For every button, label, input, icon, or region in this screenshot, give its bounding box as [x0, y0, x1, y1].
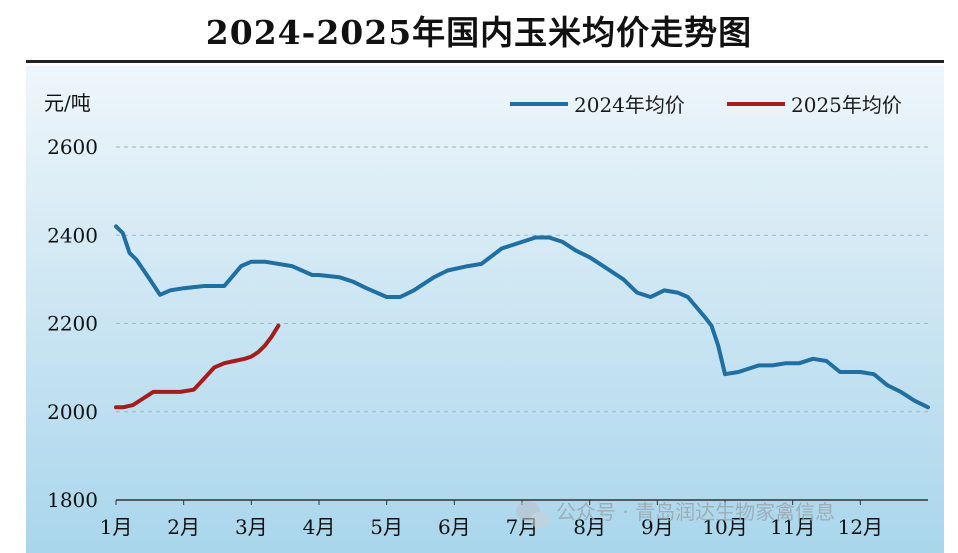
- series-lines: [114, 224, 930, 410]
- x-tick-label: 5月: [370, 515, 403, 539]
- x-tick-label: 6月: [438, 515, 471, 539]
- x-tick-label: 12月: [838, 515, 883, 539]
- x-tick-label: 3月: [235, 515, 268, 539]
- x-tick-label: 2月: [167, 515, 200, 539]
- legend: 2024年均价 2025年均价: [510, 93, 902, 117]
- x-tick-label: 1月: [100, 515, 133, 539]
- y-axis-ticks: 1800 2000 2200 2400 2600: [47, 135, 98, 512]
- title-bar: 2024-2025年国内玉米均价走势图: [0, 0, 958, 63]
- x-tick-label: 11月: [770, 515, 815, 539]
- x-axis-ticks: 1月 2月 3月 4月 5月 6月 7月 8月 9月 10月 11月 12月: [100, 500, 883, 539]
- x-tick-label: 10月: [702, 515, 747, 539]
- x-tick-label: 9月: [641, 515, 674, 539]
- y-tick-label: 1800: [47, 488, 98, 512]
- series-line-2: [114, 323, 281, 410]
- y-tick-label: 2600: [47, 135, 98, 159]
- chart-title: 2024-2025年国内玉米均价走势图: [205, 13, 753, 52]
- y-tick-label: 2400: [47, 223, 98, 247]
- series-line-1: [114, 224, 930, 410]
- x-tick-label: 4月: [303, 515, 336, 539]
- y-axis-unit-label: 元/吨: [44, 91, 91, 115]
- watermark-text: 公众号 · 青岛润达生物家禽信息: [556, 500, 835, 524]
- legend-label-2: 2025年均价: [791, 93, 902, 117]
- y-tick-label: 2200: [47, 312, 98, 336]
- x-tick-label: 8月: [573, 515, 606, 539]
- wechat-logo-icon: [516, 501, 550, 528]
- grid-lines: [116, 146, 928, 501]
- title-divider: [26, 60, 944, 63]
- watermark: 公众号 · 青岛润达生物家禽信息: [516, 500, 835, 528]
- y-tick-label: 2000: [47, 400, 98, 424]
- legend-label-1: 2024年均价: [574, 93, 685, 117]
